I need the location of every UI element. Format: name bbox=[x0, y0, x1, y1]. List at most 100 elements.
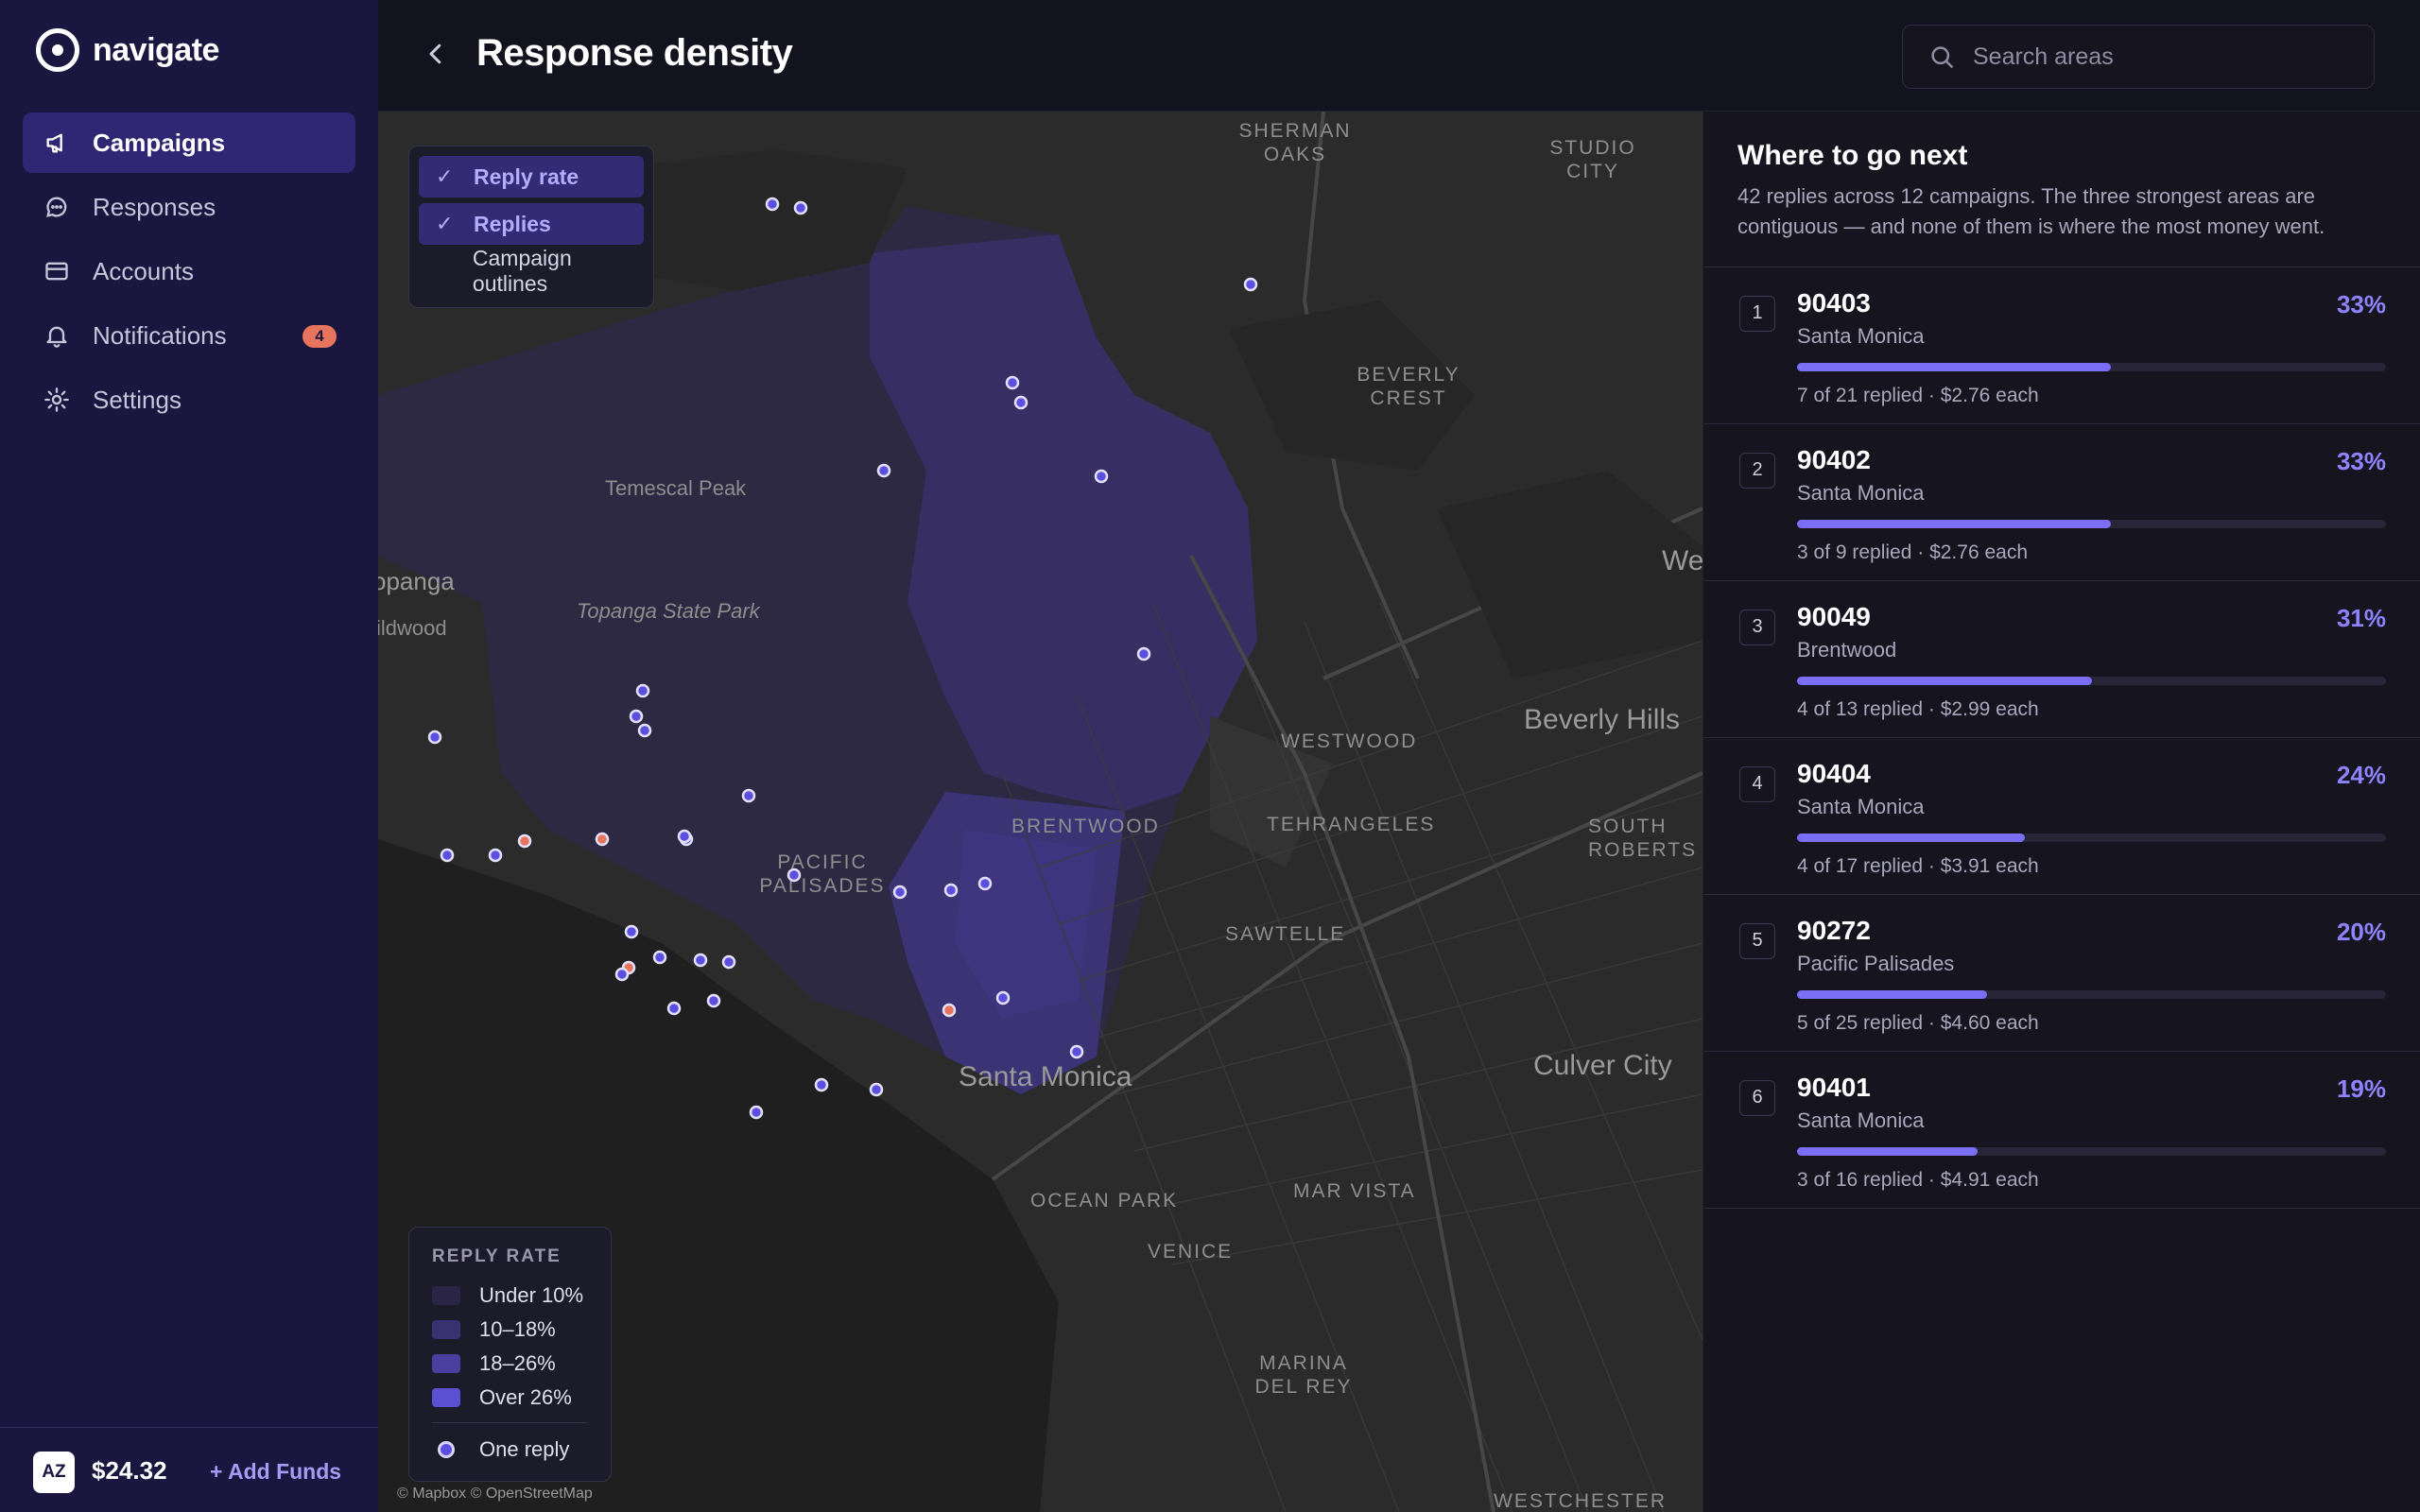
map-label-santa-monica: Santa Monica bbox=[959, 1061, 1132, 1092]
map-label-south-robertson: SOUTH ROBERTS bbox=[1588, 816, 1698, 862]
reply-dot-icon bbox=[438, 1441, 455, 1458]
reply-rate: 24% bbox=[2336, 760, 2386, 789]
map-label-ocean-park: OCEAN PARK bbox=[1030, 1190, 1179, 1211]
reply-dot[interactable] bbox=[869, 1082, 884, 1097]
map-label-topanga: opanga bbox=[378, 567, 455, 595]
reply-dot[interactable] bbox=[1005, 375, 1020, 390]
search-box[interactable] bbox=[1902, 25, 2375, 89]
chat-bubble-icon bbox=[43, 194, 70, 220]
reply-detail: 3 of 16 replied · $4.91 each bbox=[1797, 1168, 2039, 1191]
add-funds-button[interactable]: + Add Funds bbox=[210, 1459, 342, 1484]
reply-dot[interactable] bbox=[629, 709, 644, 724]
reply-dot[interactable] bbox=[517, 833, 532, 849]
reply-dot[interactable] bbox=[749, 1105, 764, 1120]
reply-dot[interactable] bbox=[488, 848, 503, 863]
bell-icon bbox=[43, 322, 70, 349]
legend-item: 18–26% bbox=[432, 1347, 588, 1381]
reply-rate: 19% bbox=[2336, 1074, 2386, 1103]
layer-label: Replies bbox=[474, 211, 551, 236]
map-label-beverly-crest: BEVERLY CREST bbox=[1357, 364, 1461, 410]
map-view[interactable]: SHERMAN OAKS STUDIO CITY BEVERLY CREST T… bbox=[378, 112, 1703, 1512]
reply-detail: 5 of 25 replied · $4.60 each bbox=[1797, 1011, 2039, 1034]
reply-dot[interactable] bbox=[786, 868, 802, 883]
sidebar-nav: Campaigns Responses Accounts Notificatio… bbox=[23, 112, 355, 434]
legend-swatch bbox=[432, 1286, 460, 1305]
reply-rate-bar-fill bbox=[1797, 362, 2112, 371]
reply-dot[interactable] bbox=[995, 990, 1011, 1005]
reply-dot[interactable] bbox=[1136, 646, 1151, 662]
reply-dot[interactable] bbox=[637, 723, 652, 738]
reply-dot[interactable] bbox=[892, 885, 908, 900]
panel-title: Where to go next bbox=[1737, 140, 1968, 171]
area-row[interactable]: 5 90272 Pacific Palisades 20% 5 of 25 replie… bbox=[1703, 895, 2420, 1052]
layer-toggle-campaign-outlines[interactable]: Campaign outlines bbox=[419, 246, 644, 296]
reply-dot[interactable] bbox=[652, 950, 667, 965]
sidebar-item-settings[interactable]: Settings bbox=[23, 369, 355, 430]
reply-dot[interactable] bbox=[977, 876, 993, 891]
app-name: navigate bbox=[93, 31, 219, 68]
reply-dot[interactable] bbox=[635, 683, 650, 698]
reply-dot[interactable] bbox=[721, 954, 736, 970]
reply-dot[interactable] bbox=[677, 829, 692, 844]
back-button[interactable] bbox=[422, 40, 450, 68]
reply-dot[interactable] bbox=[741, 788, 756, 803]
sidebar-item-accounts[interactable]: Accounts bbox=[23, 241, 355, 301]
layer-toggle-replies[interactable]: ✓ Replies bbox=[419, 203, 644, 245]
reply-dot[interactable] bbox=[942, 1003, 957, 1018]
legend-label: One reply bbox=[479, 1437, 570, 1461]
avatar[interactable]: AZ bbox=[33, 1452, 75, 1493]
legend-label: Over 26% bbox=[479, 1385, 572, 1409]
search-input[interactable] bbox=[1973, 43, 2351, 71]
reply-dot[interactable] bbox=[1094, 469, 1109, 484]
reply-dot[interactable] bbox=[440, 848, 455, 863]
reply-dot[interactable] bbox=[1013, 395, 1028, 410]
reply-dot[interactable] bbox=[1069, 1044, 1084, 1059]
legend-label: Under 10% bbox=[479, 1283, 584, 1307]
map-label-venice: VENICE bbox=[1148, 1241, 1234, 1263]
reply-dot[interactable] bbox=[666, 1001, 682, 1016]
map-label-westchester: WESTCHESTER bbox=[1494, 1490, 1668, 1512]
area-row[interactable]: 2 90402 Santa Monica 33% 3 of 9 replied · $2… bbox=[1703, 424, 2420, 581]
logo[interactable]: navigate bbox=[36, 28, 219, 72]
reply-dot[interactable] bbox=[427, 730, 442, 745]
map-label-sawtelle: SAWTELLE bbox=[1225, 923, 1346, 945]
zip-code: 90401 bbox=[1797, 1072, 1871, 1102]
area-name: Pacific Palisades bbox=[1797, 951, 1955, 975]
map-label-tehrangeles: TEHRANGELES bbox=[1267, 814, 1436, 835]
reply-dot[interactable] bbox=[614, 967, 630, 982]
area-row[interactable]: 4 90404 Santa Monica 24% 4 of 17 replied · $… bbox=[1703, 738, 2420, 895]
map-label-brentwood: BRENTWOOD bbox=[1011, 816, 1160, 837]
zip-code: 90049 bbox=[1797, 601, 1871, 631]
chevron-left-icon bbox=[429, 43, 441, 64]
map-attribution[interactable]: © Mapbox © OpenStreetMap bbox=[397, 1486, 593, 1502]
layer-toggle-reply-rate[interactable]: ✓ Reply rate bbox=[419, 156, 644, 198]
sidebar-item-campaigns[interactable]: Campaigns bbox=[23, 112, 355, 173]
map-label-temescal-peak: Temescal Peak bbox=[605, 476, 747, 500]
reply-dot[interactable] bbox=[1243, 277, 1258, 292]
reply-dot[interactable] bbox=[624, 924, 639, 939]
legend-item-reply-dot: One reply bbox=[432, 1433, 588, 1467]
reply-dot[interactable] bbox=[793, 200, 808, 215]
area-row[interactable]: 3 90049 Brentwood 31% 4 of 13 replied · $2.9… bbox=[1703, 581, 2420, 738]
zip-code: 90272 bbox=[1797, 915, 1871, 945]
sidebar-item-notifications[interactable]: Notifications 4 bbox=[23, 305, 355, 366]
reply-dot[interactable] bbox=[943, 883, 959, 898]
reply-dot[interactable] bbox=[706, 993, 721, 1008]
reply-rate-bar-fill bbox=[1797, 676, 2092, 685]
reply-detail: 4 of 17 replied · $3.91 each bbox=[1797, 854, 2039, 877]
reply-dot[interactable] bbox=[814, 1077, 829, 1092]
reply-dot[interactable] bbox=[765, 197, 780, 212]
reply-dot[interactable] bbox=[693, 953, 708, 968]
layer-label: Reply rate bbox=[474, 163, 579, 189]
sidebar-item-responses[interactable]: Responses bbox=[23, 177, 355, 237]
area-row[interactable]: 1 90403 Santa Monica 33% 7 of 21 replied · $… bbox=[1703, 267, 2420, 424]
area-name: Brentwood bbox=[1797, 637, 1897, 662]
rank-number: 3 bbox=[1739, 609, 1775, 645]
reply-dot[interactable] bbox=[876, 463, 891, 478]
reply-dot[interactable] bbox=[595, 832, 610, 847]
gear-icon bbox=[43, 387, 70, 413]
area-row[interactable]: 6 90401 Santa Monica 19% 3 of 16 replied · $… bbox=[1703, 1052, 2420, 1209]
logo-icon bbox=[36, 28, 79, 72]
reply-detail: 4 of 13 replied · $2.99 each bbox=[1797, 697, 2039, 720]
map-label-sherman-oaks: SHERMAN OAKS bbox=[1238, 120, 1352, 166]
